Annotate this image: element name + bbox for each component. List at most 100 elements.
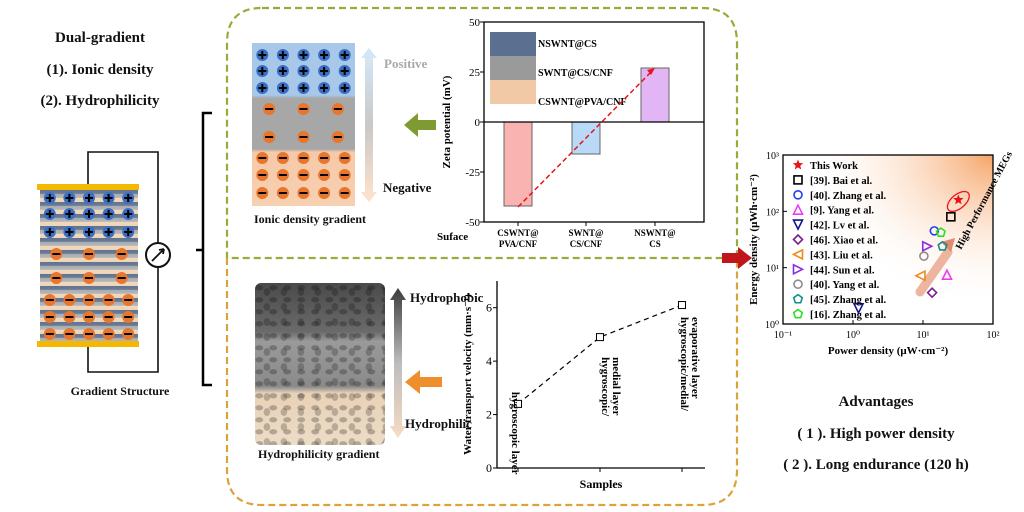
- ion-sign: [278, 51, 287, 59]
- y-tick-label: -50: [465, 217, 480, 229]
- ion-sign: [258, 84, 267, 92]
- ion-sign: [299, 84, 308, 92]
- negative-ion-icon: [102, 311, 115, 323]
- inset-label: SWNT@CS/CNF: [538, 68, 613, 79]
- negative-ion-icon: [102, 294, 115, 306]
- category-label: CSWNT@: [497, 228, 538, 238]
- legend-label: [43]. Liu et al.: [810, 250, 873, 261]
- negative-ion-icon: [256, 187, 269, 199]
- legend-entry: [45]. Zhang et al.: [792, 293, 887, 306]
- negative-ion-icon: [102, 328, 115, 340]
- zeta-potential-chart: NSWNT@CS SWNT@CS/CNF CSWNT@PVA/CNF CSWNT@PV…: [437, 17, 705, 249]
- legend-entry: [39]. Bai et al.: [793, 175, 872, 187]
- positive-ion-icon: [122, 208, 135, 220]
- ion-sign: [104, 194, 113, 202]
- positive-ion-icon: [102, 208, 115, 220]
- marker-shape: [793, 175, 803, 185]
- positive-ion-icon: [122, 192, 135, 204]
- category-label: PVA/CNF: [499, 239, 538, 249]
- positive-ion-icon: [318, 49, 331, 61]
- y-tick-label: 50: [469, 17, 481, 29]
- negative-ion-icon: [318, 187, 331, 199]
- negative-ion-icon: [256, 152, 269, 164]
- negative-ion-icon: [63, 311, 76, 323]
- data-point--39-bai-et-al-: [946, 211, 956, 222]
- legend-entry: [43]. Liu et al.: [791, 248, 873, 261]
- negative-ion-icon: [122, 294, 135, 306]
- x-tick-label: 10⁰: [846, 330, 860, 341]
- trend-arrow: [517, 69, 654, 208]
- zeta-bar: [503, 121, 533, 207]
- ion-sign: [85, 228, 93, 236]
- ion-sign: [45, 228, 54, 236]
- negative-ion-icon: [83, 328, 95, 340]
- positive-ion-icon: [318, 65, 331, 77]
- sample-label: hygroscopic/: [599, 357, 611, 417]
- ion-sign: [65, 228, 74, 236]
- positive-ion-icon: [43, 208, 56, 220]
- hydrophobic-label: Hydrophobic: [410, 290, 484, 305]
- ion-sign: [340, 67, 349, 75]
- legend-entry: [40]. Yang et al.: [793, 279, 880, 291]
- legend-label: [42]. Lv et al.: [810, 221, 870, 232]
- negative-ion-icon: [318, 169, 331, 181]
- y-tick-label: 2: [486, 408, 492, 422]
- y-tick-label: -25: [465, 167, 480, 179]
- legend-entry: [46]. Xiao et al.: [792, 233, 878, 247]
- x-tick-label: 10⁻¹: [774, 330, 792, 341]
- ion-sign: [85, 210, 93, 218]
- negative-ion-icon: [122, 311, 135, 323]
- data-point: [678, 301, 686, 310]
- legend-label: [16]. Zhang et al.: [810, 310, 887, 321]
- top-panel-frame: [225, 6, 739, 260]
- inset-label: NSWNT@CS: [538, 39, 597, 50]
- ion-sign: [278, 84, 287, 92]
- negative-ion-icon: [83, 311, 95, 323]
- marker-shape: [792, 203, 804, 215]
- legend-label: [44]. Sun et al.: [810, 265, 875, 276]
- data-point: [514, 399, 522, 408]
- positive-ion-icon: [338, 49, 351, 61]
- negative-ion-icon: [83, 248, 95, 260]
- y-axis-label: Energy density (μWh·cm⁻²): [748, 174, 760, 305]
- inset-label: CSWNT@PVA/CNF: [538, 97, 627, 108]
- ion-sign: [299, 51, 308, 59]
- data-point--44-sun-et-al-: [921, 240, 934, 253]
- y-tick-label: 6: [486, 301, 492, 315]
- negative-ion-icon: [122, 328, 135, 340]
- negative-ion-icon: [276, 169, 289, 181]
- hydrophobic-gradient-arrow: [390, 288, 406, 438]
- performance-arrow: [915, 247, 953, 297]
- x-axis-label: Samples: [580, 477, 623, 491]
- legend-label: [9]. Yang et al.: [810, 206, 874, 217]
- negative-ion-icon: [297, 103, 310, 115]
- positive-ion-icon: [297, 65, 310, 77]
- ion-sign: [258, 51, 267, 59]
- positive-ion-icon: [256, 82, 269, 94]
- gradient-device: [87, 151, 171, 373]
- category-label: SWNT@: [569, 228, 604, 238]
- negative-ion-icon: [318, 152, 331, 164]
- performance-arrowhead: [941, 238, 955, 252]
- marker-shape: [941, 268, 953, 281]
- marker-shape: [792, 293, 804, 304]
- trend-line: [517, 304, 683, 405]
- legend-label: [46]. Xiao et al.: [810, 236, 878, 247]
- marker-shape: [852, 302, 865, 315]
- ion-sign: [340, 84, 349, 92]
- marker-shape: [926, 287, 938, 299]
- positive-ion-icon: [256, 65, 269, 77]
- sample-label: evaporative layer: [689, 317, 701, 399]
- negative-ion-icon: [43, 311, 56, 323]
- negative-ion-icon: [338, 169, 351, 181]
- category-label: CS: [649, 239, 661, 249]
- positive-ion-icon: [297, 49, 310, 61]
- positive-ion-icon: [83, 226, 95, 238]
- marker-shape: [792, 308, 804, 319]
- ionic-gradient-caption: Ionic density gradient: [254, 212, 367, 226]
- ion-sign: [340, 51, 349, 59]
- legend-label: [40]. Zhang et al.: [810, 191, 887, 202]
- legend-entry: [9]. Yang et al.: [792, 203, 874, 217]
- positive-ion-icon: [102, 192, 115, 204]
- data-point--16-zhang-et-al-: [935, 227, 947, 237]
